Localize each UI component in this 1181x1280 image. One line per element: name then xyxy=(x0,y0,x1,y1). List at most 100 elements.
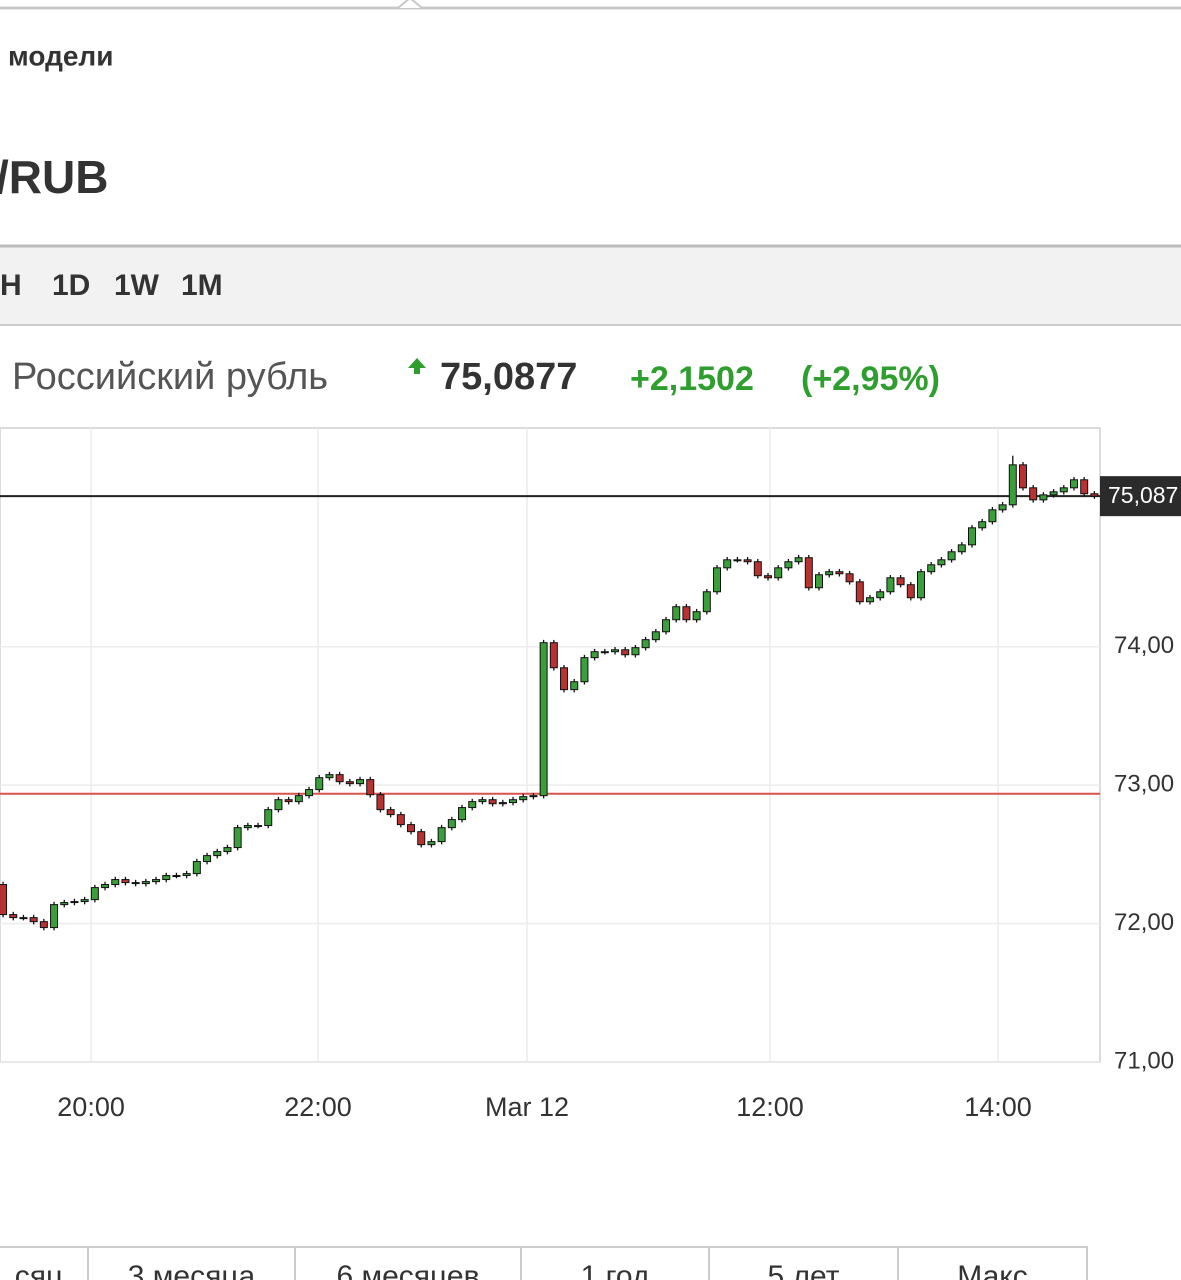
candle-body xyxy=(356,779,365,785)
up-arrow xyxy=(408,358,426,374)
candle-body xyxy=(937,559,946,566)
candle-body xyxy=(407,824,416,833)
range-tab[interactable] xyxy=(520,1246,710,1280)
candle-body xyxy=(19,917,28,920)
range-tab[interactable] xyxy=(87,1246,296,1280)
range-tab-label[interactable]: 1 год xyxy=(581,1260,650,1280)
candle-body xyxy=(39,921,48,929)
candle-body xyxy=(906,584,915,599)
candle-body xyxy=(70,901,79,904)
candle-body xyxy=(662,619,671,633)
timeframe[interactable]: 1M xyxy=(181,269,223,302)
range-tab-label[interactable]: 3 месяца xyxy=(128,1260,256,1280)
range-tab[interactable] xyxy=(708,1246,899,1280)
candle-body xyxy=(804,557,813,589)
x-tick-label: 14:00 xyxy=(964,1092,1032,1122)
timeframe[interactable]: 1D xyxy=(52,269,90,302)
candle-body xyxy=(325,774,334,779)
candle-body xyxy=(284,799,293,803)
x-tick-label: 20:00 xyxy=(57,1092,125,1122)
candle-body xyxy=(458,807,467,821)
candle-body xyxy=(29,917,38,923)
candle-body xyxy=(702,591,711,613)
candle-body xyxy=(192,861,201,875)
candle-body xyxy=(927,564,936,573)
candle-body xyxy=(1059,487,1068,493)
candle-body xyxy=(896,577,905,586)
candle-body xyxy=(957,544,966,553)
candle-body xyxy=(845,573,854,583)
candle-body xyxy=(9,914,18,919)
x-tick-label: Mar 12 xyxy=(485,1092,569,1122)
candle-body xyxy=(917,571,926,599)
change-percent: (+2,95%) xyxy=(801,360,940,398)
candle-body xyxy=(967,527,976,546)
y-tick-label: 73,00 xyxy=(1114,770,1174,797)
candle-body xyxy=(1008,464,1017,506)
candle-body xyxy=(631,647,640,656)
candle-body xyxy=(866,597,875,603)
candle-body xyxy=(80,899,89,903)
candle-body xyxy=(794,557,803,563)
candle-body xyxy=(947,551,956,561)
timeframe[interactable]: 1W xyxy=(114,269,160,302)
range-tab-label[interactable]: 5 лет xyxy=(768,1260,840,1280)
range-tab[interactable] xyxy=(897,1246,1088,1280)
candle-body xyxy=(264,809,273,827)
x-tick-label: 12:00 xyxy=(736,1092,804,1122)
candle-body xyxy=(1069,479,1078,489)
change: +2,1502 xyxy=(630,360,754,398)
candle-body xyxy=(753,561,762,577)
candle-body xyxy=(488,799,497,805)
candle-body xyxy=(641,639,650,649)
candle-body xyxy=(570,681,579,691)
candle-body xyxy=(305,789,314,797)
candle-body xyxy=(825,571,834,576)
candle-body xyxy=(162,875,171,881)
timeframe[interactable]: H xyxy=(0,269,22,302)
range-tab-label[interactable]: 6 месяцев xyxy=(336,1260,479,1280)
candle-body xyxy=(427,841,436,846)
candle-body xyxy=(876,591,885,599)
candle-body xyxy=(692,611,701,621)
range-tabs: сяц 3 месяца 6 месяцев 1 год 5 лет Макс xyxy=(0,1246,1088,1280)
candle-body xyxy=(111,879,120,886)
candle-body xyxy=(682,606,691,621)
y-tick-label: 71,00 xyxy=(1114,1047,1174,1074)
candle-body xyxy=(723,559,732,569)
price: 75,0877 xyxy=(440,356,577,398)
candle-body xyxy=(611,649,620,653)
candle-body xyxy=(396,814,405,826)
toolbar xyxy=(0,246,1181,326)
candle-body xyxy=(978,521,987,529)
y-tick-label: 72,00 xyxy=(1114,909,1174,936)
candle-body xyxy=(1029,487,1038,501)
candle-body xyxy=(315,777,324,791)
range-tab[interactable] xyxy=(294,1246,522,1280)
candle-body xyxy=(580,657,589,683)
candle-body xyxy=(651,631,660,641)
candle-body xyxy=(784,561,793,569)
candle-body xyxy=(233,827,242,849)
candle-body xyxy=(447,819,456,829)
candle-body xyxy=(203,855,212,863)
range-tab-label[interactable]: Макс xyxy=(957,1260,1027,1280)
candle-body xyxy=(600,651,609,654)
candle-body xyxy=(1090,493,1099,497)
range-tab-label[interactable]: сяц xyxy=(15,1260,63,1280)
candle-body xyxy=(172,875,181,878)
candle-body xyxy=(1018,464,1027,489)
candle-body xyxy=(274,799,283,811)
candle-body xyxy=(529,795,538,798)
candle-body xyxy=(590,651,599,659)
candle-body xyxy=(90,887,99,901)
candle-body xyxy=(60,902,69,906)
y-tick-label: 74,00 xyxy=(1114,632,1174,659)
candle-body xyxy=(131,882,140,885)
candle-body xyxy=(213,851,222,857)
candle-body xyxy=(0,884,8,916)
candle-body xyxy=(988,509,997,523)
section-title: модели xyxy=(8,40,113,71)
candle-body xyxy=(386,809,395,816)
